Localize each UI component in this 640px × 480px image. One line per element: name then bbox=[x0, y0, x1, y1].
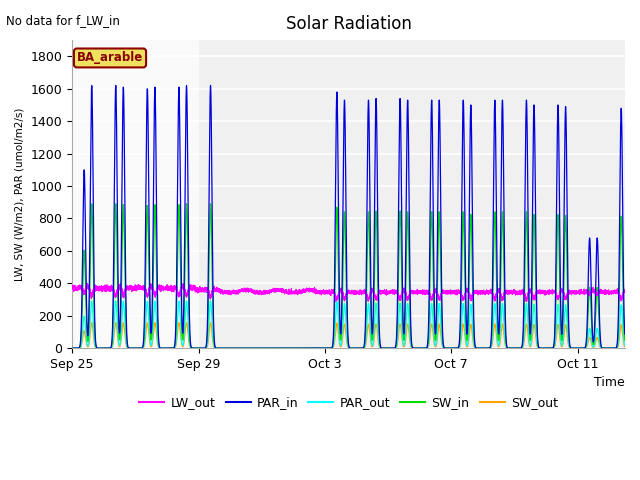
PAR_in bbox=[112, 83, 120, 88]
SW_in bbox=[68, 345, 76, 351]
LW_out bbox=[97, 285, 104, 290]
SW_in bbox=[112, 201, 120, 206]
PAR_out bbox=[272, 345, 280, 351]
SW_out bbox=[227, 345, 234, 351]
LW_out bbox=[522, 299, 530, 304]
LW_out bbox=[630, 289, 638, 295]
PAR_out bbox=[112, 298, 120, 304]
Legend: LW_out, PAR_in, PAR_out, SW_in, SW_out: LW_out, PAR_in, PAR_out, SW_in, SW_out bbox=[134, 391, 563, 414]
PAR_in bbox=[426, 263, 433, 268]
PAR_out bbox=[485, 345, 493, 351]
LW_out bbox=[68, 283, 76, 289]
PAR_out bbox=[68, 345, 76, 351]
SW_out bbox=[112, 320, 120, 325]
PAR_in bbox=[68, 345, 76, 351]
PAR_in bbox=[630, 345, 638, 351]
PAR_out bbox=[515, 345, 523, 351]
Bar bbox=[72, 40, 198, 348]
Text: No data for f_LW_in: No data for f_LW_in bbox=[6, 14, 120, 27]
LW_out bbox=[401, 290, 409, 296]
SW_in bbox=[272, 345, 280, 351]
LW_out bbox=[485, 289, 493, 295]
Line: PAR_out: PAR_out bbox=[72, 301, 634, 348]
SW_out bbox=[401, 341, 409, 347]
SW_out bbox=[630, 345, 638, 351]
LW_out bbox=[426, 292, 433, 298]
LW_out bbox=[272, 287, 280, 293]
PAR_out bbox=[401, 337, 409, 343]
PAR_out bbox=[630, 345, 638, 351]
PAR_in bbox=[401, 300, 409, 306]
SW_out bbox=[272, 345, 280, 351]
Y-axis label: LW, SW (W/m2), PAR (umol/m2/s): LW, SW (W/m2), PAR (umol/m2/s) bbox=[15, 108, 25, 281]
PAR_out bbox=[426, 330, 433, 336]
SW_in bbox=[515, 345, 523, 351]
PAR_in bbox=[272, 345, 280, 351]
SW_in bbox=[97, 345, 104, 351]
SW_out bbox=[97, 345, 104, 351]
LW_out bbox=[515, 288, 523, 294]
PAR_out bbox=[227, 345, 234, 351]
X-axis label: Time: Time bbox=[595, 376, 625, 389]
PAR_out bbox=[97, 345, 104, 351]
Text: BA_arable: BA_arable bbox=[77, 51, 143, 64]
Line: LW_out: LW_out bbox=[72, 283, 634, 301]
SW_out bbox=[426, 337, 433, 343]
SW_out bbox=[485, 345, 493, 351]
SW_in bbox=[630, 345, 638, 351]
Title: Solar Radiation: Solar Radiation bbox=[285, 15, 412, 33]
SW_in bbox=[485, 345, 493, 351]
SW_in bbox=[227, 345, 234, 351]
PAR_in bbox=[97, 345, 104, 351]
Line: SW_in: SW_in bbox=[72, 204, 634, 348]
LW_out bbox=[84, 280, 92, 286]
Line: PAR_in: PAR_in bbox=[72, 85, 634, 348]
SW_out bbox=[68, 345, 76, 351]
PAR_in bbox=[515, 345, 523, 351]
PAR_in bbox=[485, 345, 493, 351]
SW_in bbox=[426, 300, 433, 306]
PAR_in bbox=[227, 345, 234, 351]
SW_in bbox=[401, 321, 409, 326]
Line: SW_out: SW_out bbox=[72, 323, 634, 348]
SW_out bbox=[515, 345, 523, 351]
